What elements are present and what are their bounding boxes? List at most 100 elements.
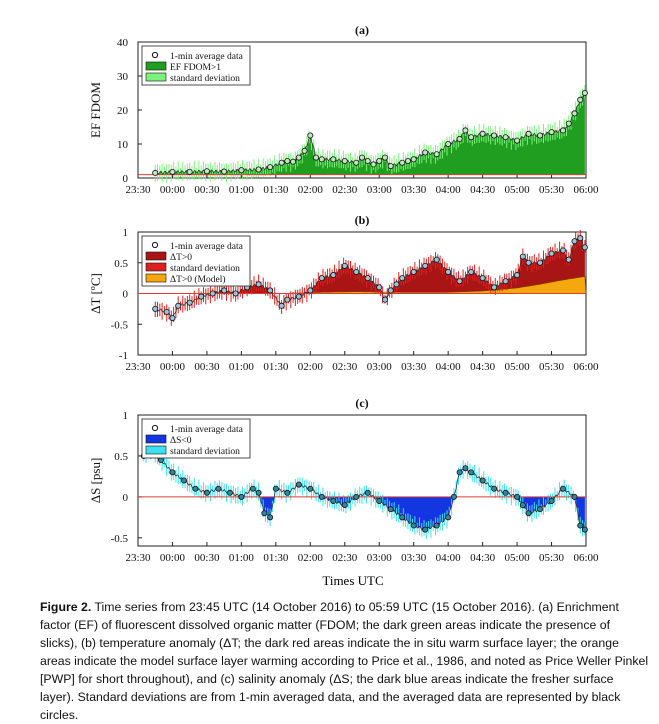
data-point xyxy=(456,469,463,476)
data-point xyxy=(479,275,486,282)
legend-swatch xyxy=(145,61,167,71)
x-tick-label: 23:30 xyxy=(125,184,151,196)
data-point xyxy=(404,157,411,164)
data-point xyxy=(341,157,348,164)
x-tick-label: 23:30 xyxy=(125,361,151,373)
data-point xyxy=(548,497,555,504)
x-tick-label: 04:30 xyxy=(470,552,496,564)
data-point xyxy=(450,493,457,500)
data-point xyxy=(537,132,544,139)
data-point xyxy=(353,268,360,275)
x-tick-label: 01:30 xyxy=(263,552,289,564)
area-fill xyxy=(155,91,585,175)
data-point xyxy=(295,481,302,488)
x-tick-label: 04:00 xyxy=(436,184,462,196)
x-tick-label: 04:30 xyxy=(470,184,496,196)
data-point xyxy=(203,489,210,496)
data-point xyxy=(295,293,302,300)
legend-marker xyxy=(151,51,159,59)
data-point xyxy=(565,256,572,263)
legend-marker xyxy=(151,241,159,249)
data-point xyxy=(330,272,337,279)
data-point xyxy=(215,485,222,492)
data-point xyxy=(255,489,262,496)
data-point xyxy=(341,502,348,509)
data-point xyxy=(548,250,555,257)
data-point xyxy=(525,130,532,137)
data-point xyxy=(221,168,228,175)
data-point xyxy=(203,168,210,175)
data-point xyxy=(399,514,406,521)
y-tick-label: 1 xyxy=(123,410,129,422)
legend-marker xyxy=(151,424,159,432)
data-point xyxy=(221,287,228,294)
legend-label: ΔS<0 xyxy=(170,436,192,446)
x-tick-label: 01:00 xyxy=(229,361,255,373)
y-tick-label: 40 xyxy=(117,37,129,49)
data-point xyxy=(491,284,498,291)
legend-swatch xyxy=(145,251,167,261)
data-point xyxy=(577,522,584,529)
x-tick-label: 00:30 xyxy=(194,361,220,373)
data-point xyxy=(261,510,268,517)
data-point xyxy=(186,168,193,175)
legend-swatch xyxy=(145,445,167,455)
x-tick-label: 05:00 xyxy=(505,184,531,196)
data-point xyxy=(318,493,325,500)
data-point xyxy=(284,489,291,496)
data-point xyxy=(238,167,245,174)
x-tick-label: 03:30 xyxy=(401,552,427,564)
data-point xyxy=(502,278,509,285)
legend-label: ΔT>0 xyxy=(170,253,192,263)
data-point xyxy=(548,129,555,136)
caption-label: Figure 2. xyxy=(40,600,92,614)
legend-label: 1-min average data xyxy=(170,52,244,62)
data-point xyxy=(399,159,406,166)
data-point xyxy=(163,308,170,315)
y-tick-label: -0.5 xyxy=(111,319,129,331)
data-point xyxy=(387,506,394,513)
x-tick-label: 05:30 xyxy=(539,552,565,564)
data-point xyxy=(468,469,475,476)
data-point xyxy=(571,493,578,500)
data-point xyxy=(514,272,521,279)
data-point xyxy=(479,477,486,484)
data-point xyxy=(180,477,187,484)
data-point xyxy=(186,299,193,306)
data-point xyxy=(226,489,233,496)
x-tick-label: 00:30 xyxy=(194,184,220,196)
data-point xyxy=(479,130,486,137)
data-point xyxy=(462,465,469,472)
x-axis-label: Times UTC xyxy=(322,573,383,588)
data-point xyxy=(307,132,314,139)
y-tick-label: 0 xyxy=(123,173,129,185)
legend-label: 1-min average data xyxy=(170,425,244,435)
x-tick-label: 03:00 xyxy=(367,184,393,196)
x-tick-label: 01:30 xyxy=(263,184,289,196)
data-point xyxy=(313,154,320,161)
data-point xyxy=(399,275,406,282)
y-axis-label: EF FDOM xyxy=(88,82,103,138)
y-tick-label: 0 xyxy=(123,492,129,504)
data-point xyxy=(381,154,388,161)
y-tick-label: -1 xyxy=(119,350,128,362)
data-point xyxy=(376,284,383,291)
caption-text: Time series from 23:45 UTC (14 October 2… xyxy=(40,600,649,722)
legend-label: standard deviation xyxy=(170,264,240,274)
x-tick-label: 00:00 xyxy=(160,361,186,373)
legend-label: 1-min average data xyxy=(170,242,244,252)
data-point xyxy=(290,158,297,165)
data-point xyxy=(209,290,216,297)
data-point xyxy=(376,157,383,164)
data-point xyxy=(525,259,532,266)
y-axis-label: ΔT [ºC] xyxy=(88,273,103,314)
x-tick-label: 02:00 xyxy=(298,184,324,196)
data-point xyxy=(410,268,417,275)
legend-label: EF FDOM>1 xyxy=(170,63,221,73)
x-tick-label: 06:00 xyxy=(573,184,599,196)
legend-label: standard deviation xyxy=(170,74,240,84)
data-point xyxy=(502,489,509,496)
data-point xyxy=(301,147,308,154)
data-point xyxy=(519,502,526,509)
